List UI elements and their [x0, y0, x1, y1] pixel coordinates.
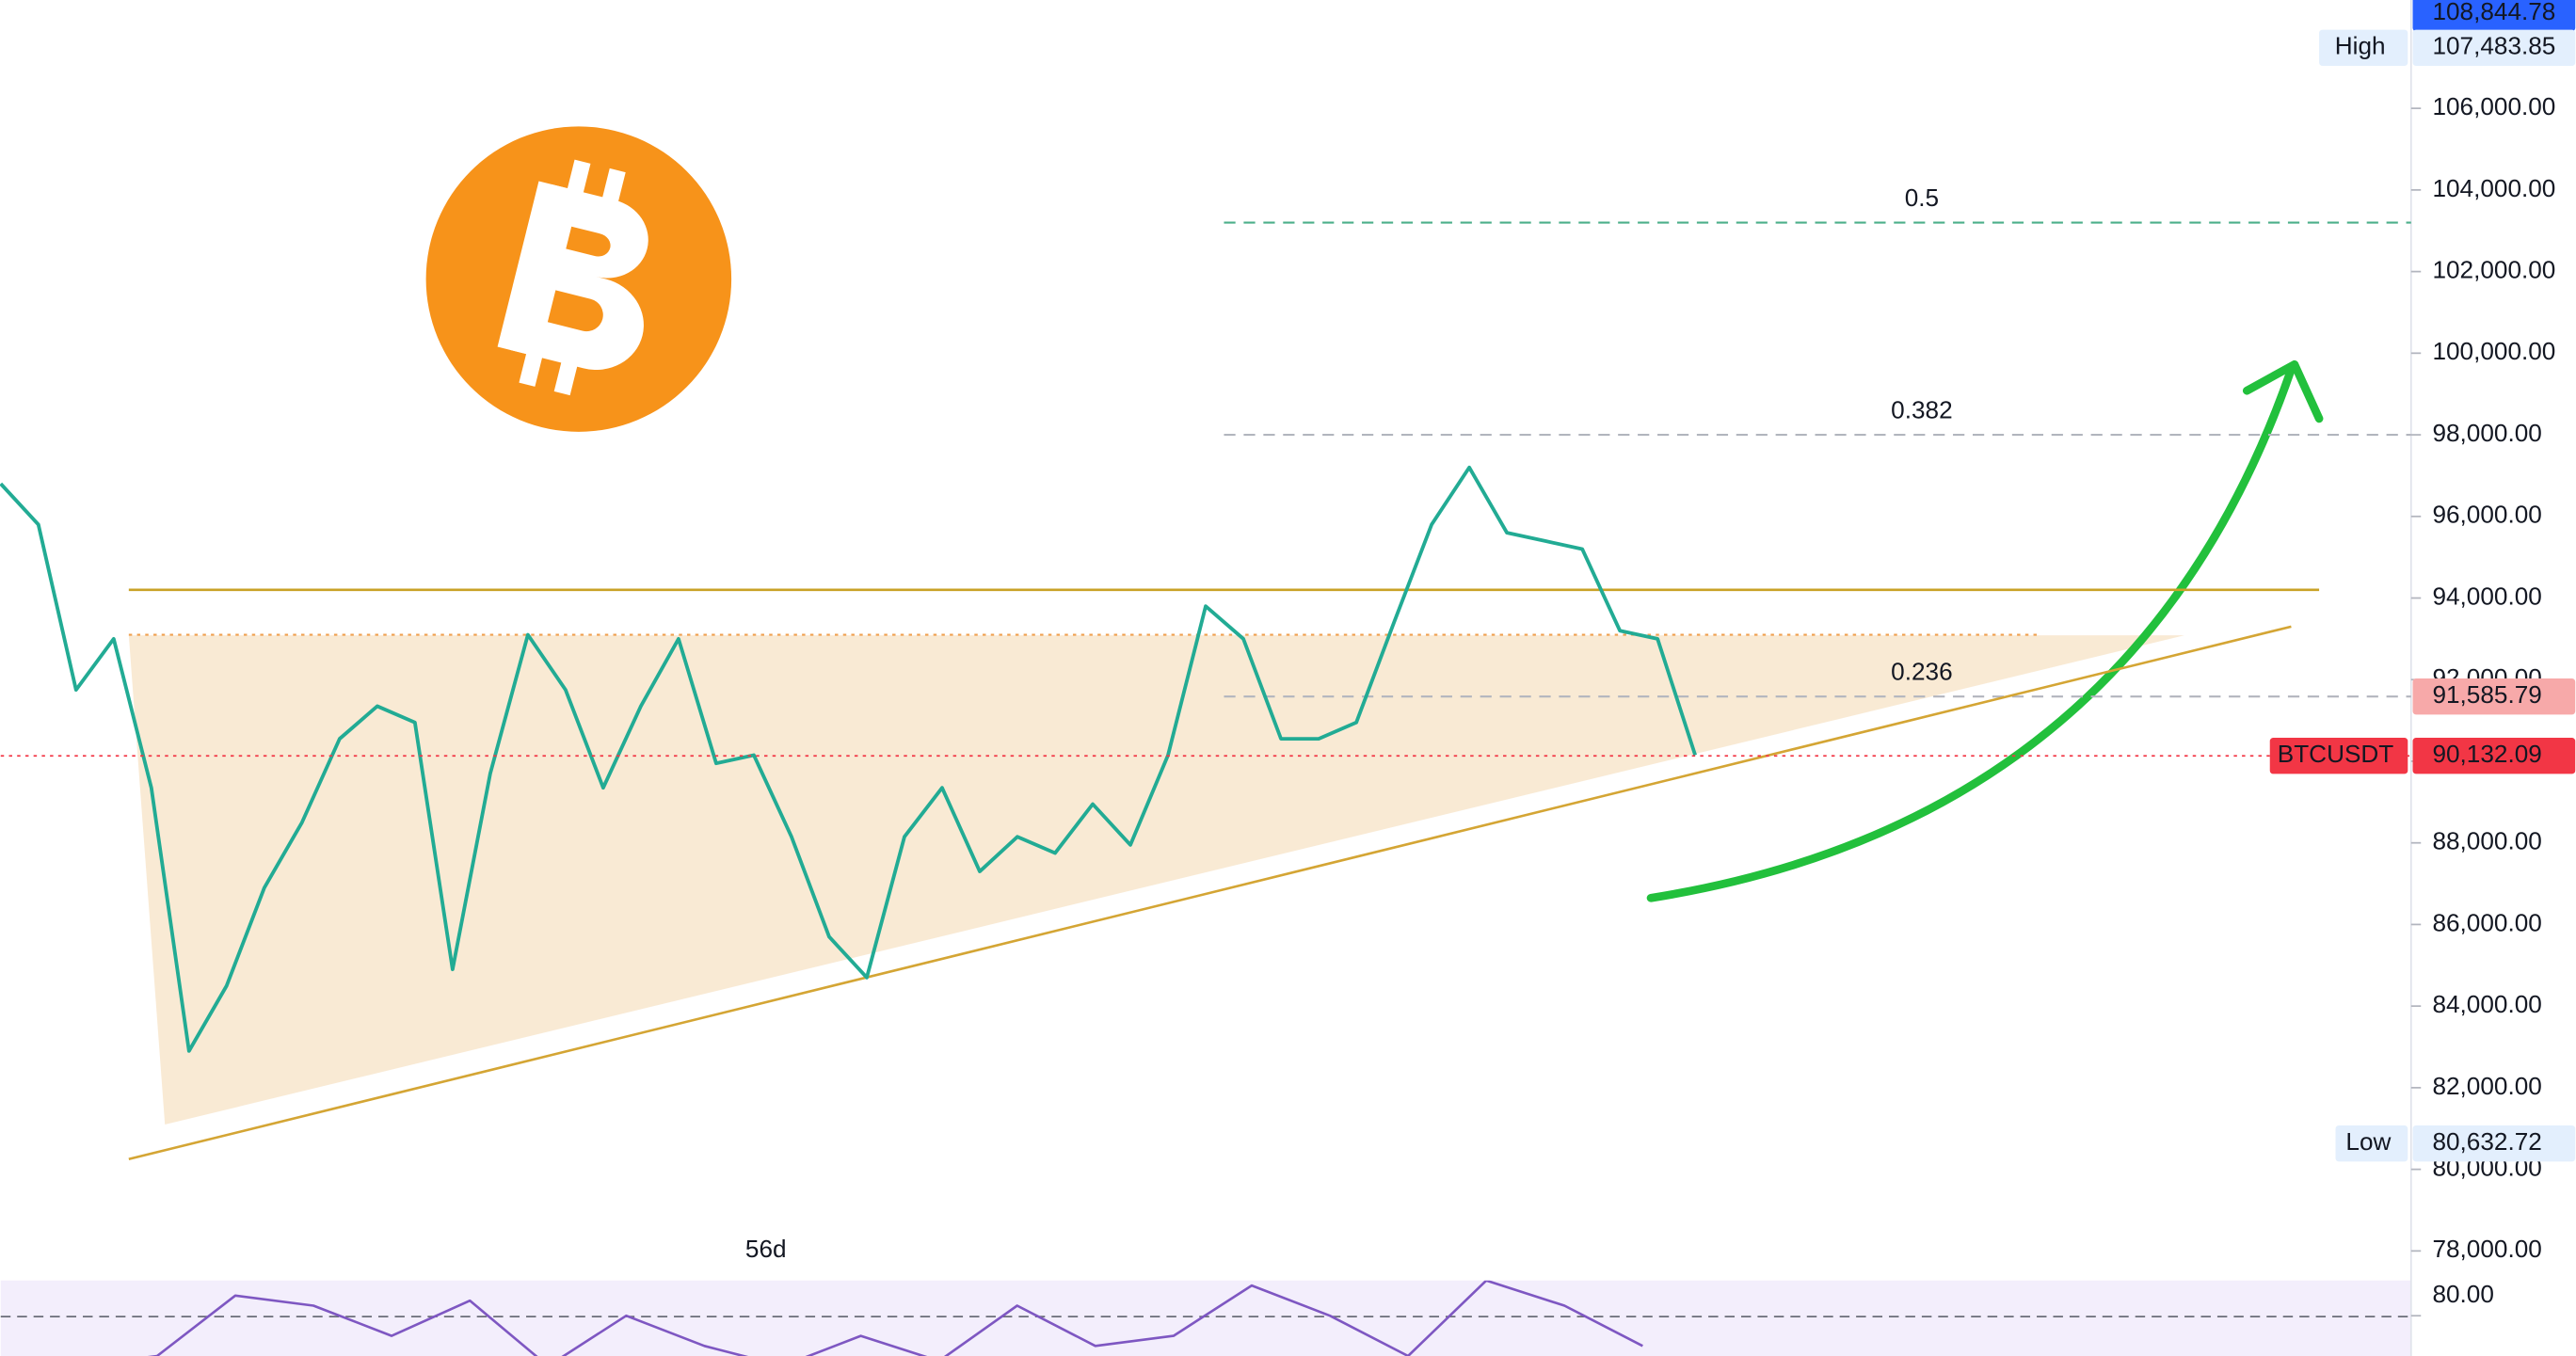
y-tick-label: 84,000.00 [2432, 990, 2541, 1018]
price-badge [2412, 738, 2576, 774]
annotation: 56d [745, 1235, 787, 1263]
price-badge [2412, 0, 2576, 32]
price-badge [2412, 1125, 2576, 1162]
y-tick-label: 88,000.00 [2432, 827, 2541, 855]
price-badge-label: 80,632.72 [2432, 1127, 2541, 1156]
price-badge-label: 108,844.78 [2432, 0, 2555, 25]
name-badge [2335, 1125, 2408, 1162]
y-tick-label: 102,000.00 [2432, 256, 2555, 284]
price-badge [2412, 29, 2576, 66]
triangle-zone [128, 635, 2185, 1125]
y-tick-label: 100,000.00 [2432, 337, 2555, 365]
y-tick-label: 78,000.00 [2432, 1235, 2541, 1263]
name-badge [2319, 29, 2408, 66]
y-tick-label: 82,000.00 [2432, 1072, 2541, 1100]
level-label: 0.236 [1891, 658, 1952, 686]
price-line [147, 1280, 1643, 1356]
arrow-head [2242, 359, 2324, 423]
name-badge [2269, 738, 2408, 774]
name-badge-label: High [2335, 32, 2386, 60]
level-label: 0.5 [1905, 183, 1939, 212]
y-tick-label: 94,000.00 [2432, 582, 2541, 610]
level-label: 0.382 [1891, 396, 1952, 424]
price-badge-label: 90,132.09 [2432, 740, 2541, 768]
y-tick-label: 80.00 [2432, 1280, 2493, 1308]
y-tick-label: 86,000.00 [2432, 908, 2541, 936]
price-badge-label: 107,483.85 [2432, 32, 2555, 60]
y-tick-label: 96,000.00 [2432, 501, 2541, 529]
y-tick-label: 104,000.00 [2432, 174, 2555, 202]
arrow [1646, 365, 2296, 902]
name-badge-label: BTCUSDT [2278, 740, 2394, 768]
price-line [0, 465, 1697, 1053]
bitcoin-logo [425, 126, 732, 432]
y-tick-label: 106,000.00 [2432, 92, 2555, 120]
price-badge [2412, 678, 2576, 715]
price-badge-label: 91,585.79 [2432, 680, 2541, 709]
y-tick-label: 98,000.00 [2432, 419, 2541, 447]
trendline [128, 625, 2292, 1161]
rsi-pane [0, 1280, 2411, 1356]
name-badge-label: Low [2345, 1127, 2391, 1156]
